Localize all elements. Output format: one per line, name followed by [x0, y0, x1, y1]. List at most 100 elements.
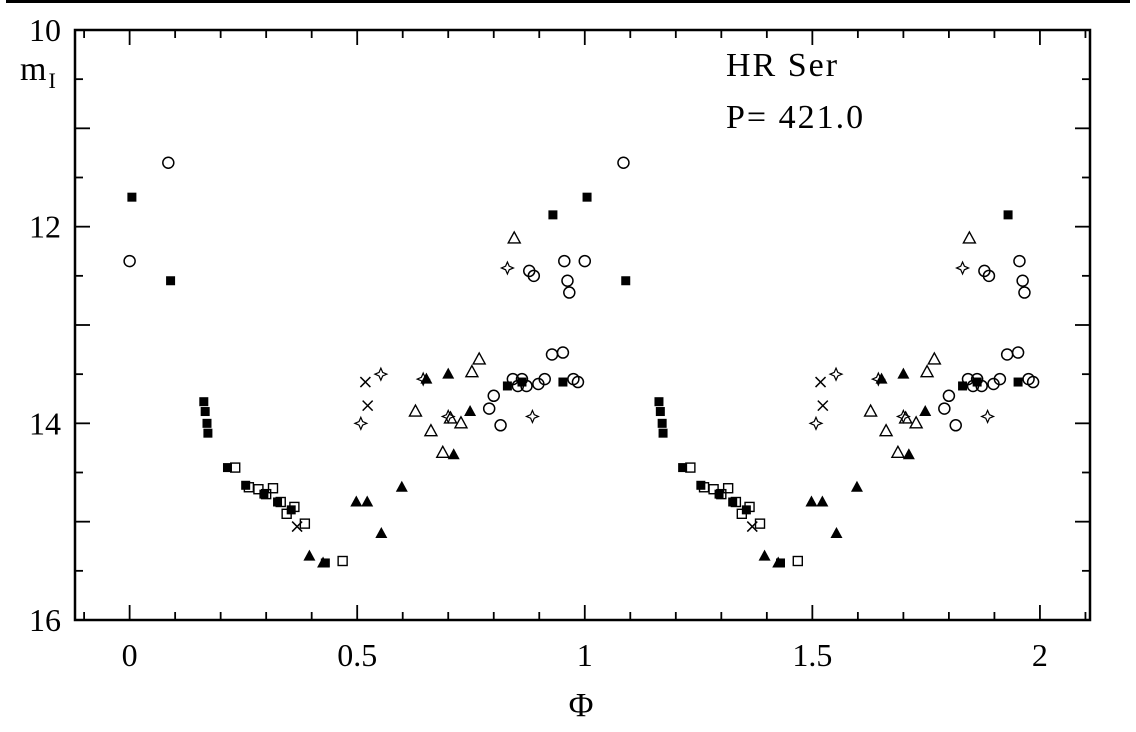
filled-square-marker	[166, 276, 176, 286]
open-circle-marker	[511, 379, 525, 393]
top-rule	[6, 0, 1130, 3]
open-square-marker	[275, 496, 286, 508]
filled-triangle-marker	[816, 495, 829, 507]
open-square-marker	[744, 501, 755, 513]
open-triangle-marker	[423, 423, 439, 437]
open-triangle-marker	[435, 444, 450, 459]
filled-square-marker	[548, 210, 558, 220]
open-circle-marker	[942, 389, 956, 403]
open-square-marker	[754, 518, 766, 529]
star-marker	[870, 371, 886, 387]
open-circle-marker	[563, 286, 576, 299]
open-circle-marker	[558, 254, 571, 268]
open-circle-marker	[556, 346, 570, 359]
open-circle-marker	[1026, 375, 1040, 389]
open-circle-marker	[993, 372, 1007, 386]
filled-square-marker	[728, 497, 738, 507]
open-triangle-marker	[408, 403, 423, 417]
cross-marker	[815, 376, 827, 388]
star-marker	[808, 415, 824, 431]
y-tick-label: 10	[29, 12, 61, 48]
open-circle-marker	[982, 269, 996, 283]
open-square-marker	[281, 508, 292, 519]
open-circle-marker	[561, 274, 574, 287]
plot-frame	[73, 28, 1092, 622]
open-triangle-marker	[453, 415, 469, 429]
open-triangle-marker	[962, 230, 977, 244]
filled-triangle-marker	[758, 549, 771, 561]
open-circle-marker	[482, 402, 496, 415]
filled-square-marker	[696, 480, 706, 490]
open-square-marker	[730, 496, 742, 508]
x-tick-label: 1	[577, 637, 593, 673]
open-circle-marker	[966, 379, 980, 393]
filled-square-marker	[582, 192, 592, 202]
open-circle-marker	[617, 156, 630, 169]
x-tick-label: 0.5	[337, 637, 377, 673]
open-square-marker	[230, 462, 241, 473]
filled-square-marker	[958, 381, 968, 391]
y-tick-label: 14	[29, 405, 61, 441]
star-marker	[440, 408, 456, 424]
open-circle-marker	[1000, 348, 1014, 361]
filled-square-marker	[1013, 377, 1023, 387]
chart-subtitle: P= 421.0	[726, 99, 865, 136]
open-square-marker	[722, 483, 734, 494]
open-square-marker	[267, 483, 279, 494]
filled-square-marker	[1003, 210, 1013, 220]
y-axis-label: mI	[20, 51, 56, 93]
cross-marker	[362, 400, 374, 412]
open-square-marker	[716, 488, 727, 500]
open-square-marker	[289, 501, 300, 513]
open-circle-marker	[487, 389, 500, 403]
open-triangle-marker	[443, 410, 458, 424]
star-marker	[499, 260, 515, 276]
open-circle-marker	[1018, 286, 1031, 299]
filled-square-marker	[658, 428, 668, 438]
open-triangle-marker	[890, 444, 906, 459]
x-axis-label: Φ	[569, 687, 596, 724]
filled-square-marker	[621, 276, 631, 286]
filled-square-marker	[200, 407, 210, 417]
open-circle-marker	[571, 375, 585, 389]
filled-square-marker	[657, 418, 667, 428]
filled-square-marker	[655, 407, 665, 417]
filled-triangle-marker	[830, 526, 843, 538]
open-triangle-marker	[507, 230, 522, 244]
filled-triangle-marker	[375, 526, 388, 538]
open-square-marker	[736, 508, 748, 519]
filled-triangle-marker	[317, 556, 330, 568]
filled-triangle-marker	[850, 480, 863, 492]
open-square-marker	[260, 488, 272, 500]
filled-square-marker	[259, 489, 269, 499]
open-triangle-marker	[908, 415, 924, 429]
open-circle-marker	[520, 379, 533, 393]
open-square-marker	[792, 555, 803, 567]
filled-triangle-marker	[919, 405, 932, 417]
filled-square-marker	[202, 418, 212, 428]
y-axis-label-subscript: I	[48, 68, 55, 93]
star-marker	[524, 408, 540, 424]
star-marker	[373, 366, 389, 382]
open-triangle-marker	[919, 364, 935, 378]
star-marker	[828, 366, 844, 382]
open-triangle-marker	[878, 423, 894, 437]
star-marker	[980, 408, 996, 424]
filled-square-marker	[203, 428, 213, 438]
y-tick-label: 16	[29, 602, 61, 638]
filled-triangle-marker	[902, 448, 915, 460]
filled-triangle-marker	[303, 549, 316, 561]
star-marker	[353, 415, 369, 431]
filled-square-marker	[502, 381, 512, 391]
open-circle-marker	[938, 402, 951, 415]
filled-square-marker	[222, 463, 232, 473]
open-circle-marker	[545, 348, 559, 361]
open-circle-marker	[538, 372, 551, 386]
open-square-marker	[685, 462, 696, 473]
open-triangle-marker	[863, 403, 878, 417]
star-marker	[955, 260, 971, 276]
x-tick-label: 2	[1032, 637, 1048, 673]
filled-triangle-marker	[897, 367, 910, 379]
open-triangle-marker	[898, 410, 913, 424]
